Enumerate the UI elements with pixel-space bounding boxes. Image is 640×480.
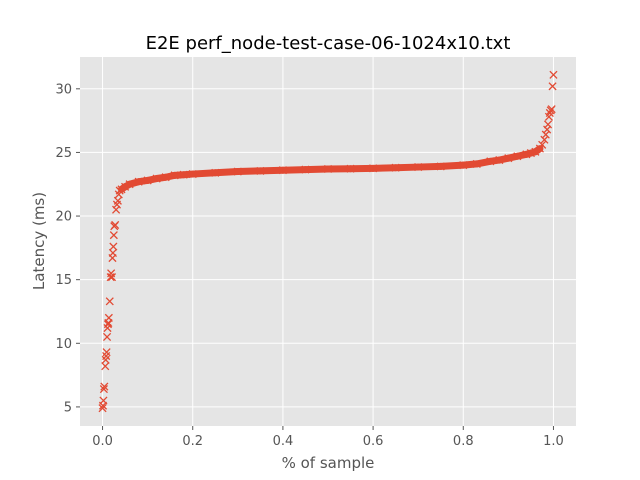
data-point — [113, 196, 122, 205]
data-point — [102, 348, 111, 357]
data-point — [109, 242, 118, 251]
dense-marker-band — [414, 162, 445, 171]
data-point — [547, 105, 556, 114]
data-point — [102, 332, 112, 341]
data-point — [101, 362, 110, 371]
data-point — [99, 385, 108, 394]
dense-marker-band — [437, 161, 467, 170]
y-tick-label: 25 — [55, 146, 72, 161]
data-point — [98, 404, 107, 413]
x-tick-label: 0.2 — [182, 434, 203, 449]
x-tick-label: 0.4 — [273, 434, 294, 449]
data-point — [107, 273, 117, 282]
data-point — [549, 70, 558, 79]
y-axis-ticks: 5 10 15 20 25 30 — [55, 82, 80, 415]
y-tick-label: 30 — [55, 82, 72, 97]
y-axis-label: Latency (ms) — [30, 192, 48, 290]
x-tick-label: 0.8 — [453, 434, 474, 449]
data-point — [99, 396, 108, 405]
x-tick-label: 0.0 — [92, 434, 113, 449]
dense-marker-band — [256, 166, 287, 175]
y-tick-label: 20 — [55, 210, 72, 225]
dense-marker-band — [189, 169, 219, 178]
data-point — [543, 120, 553, 129]
data-point — [100, 382, 109, 391]
data-point — [541, 130, 550, 139]
dense-marker-band — [301, 165, 332, 174]
data-point — [105, 297, 114, 306]
y-tick-label: 10 — [55, 337, 72, 352]
plot-background — [80, 57, 576, 426]
x-tick-label: 0.6 — [363, 434, 384, 449]
data-point — [540, 135, 549, 144]
data-point — [104, 313, 113, 322]
x-axis-ticks: 0.0 0.2 0.4 0.6 0.8 1.0 — [92, 426, 564, 449]
data-point — [109, 231, 118, 240]
dense-marker-band — [234, 167, 264, 176]
data-point — [548, 82, 557, 91]
x-tick-label: 1.0 — [543, 434, 564, 449]
dense-marker-band — [279, 166, 309, 174]
dense-marker-band — [211, 168, 242, 177]
dense-marker-band — [531, 145, 544, 156]
chart-title: E2E perf_node-test-case-06-1024x10.txt — [146, 33, 511, 54]
x-axis-label: % of sample — [282, 454, 375, 472]
y-tick-label: 5 — [64, 400, 72, 415]
dense-marker-band — [369, 164, 400, 172]
grid — [80, 57, 576, 426]
data-point — [111, 220, 120, 230]
dense-marker-band — [392, 163, 422, 172]
y-tick-label: 15 — [55, 273, 72, 288]
data-point — [108, 248, 117, 258]
data-points — [98, 70, 558, 413]
